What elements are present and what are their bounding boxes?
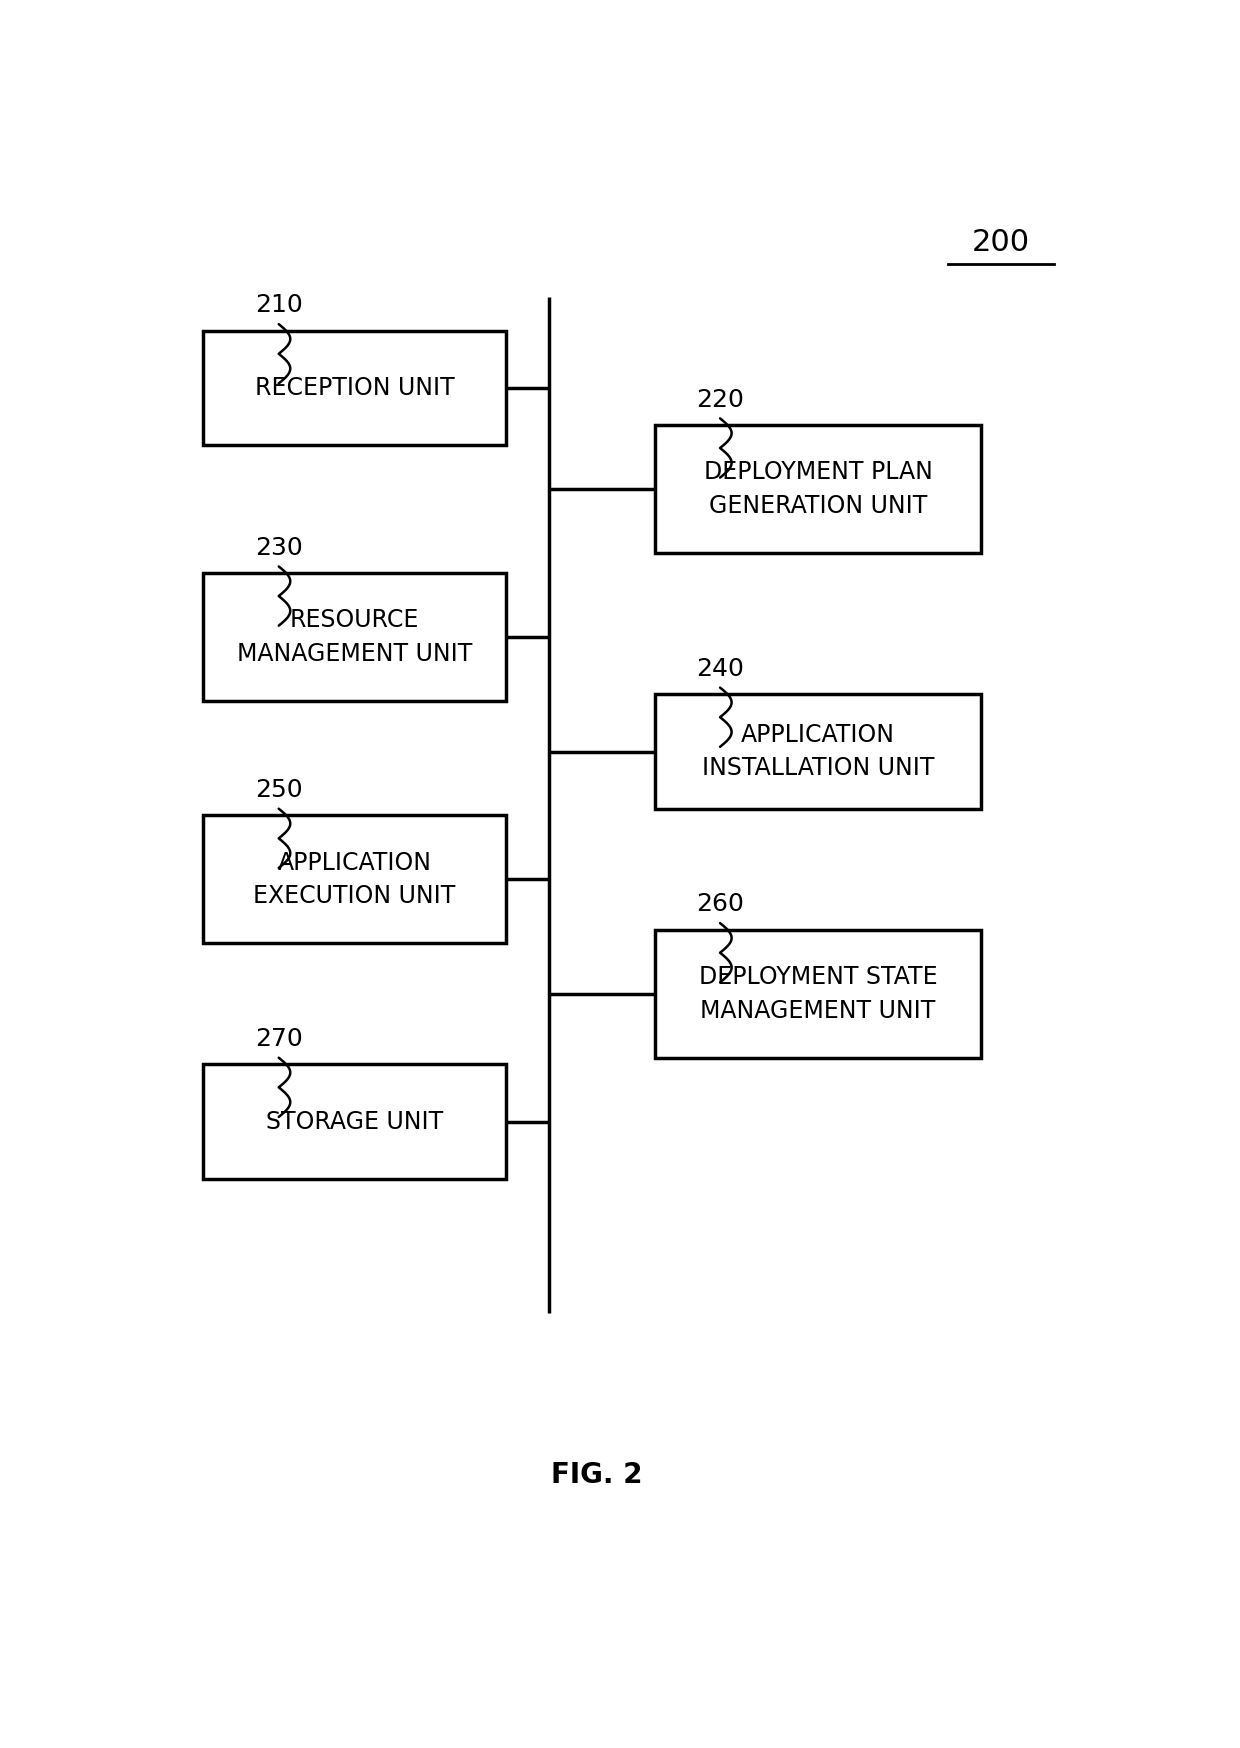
- FancyBboxPatch shape: [203, 573, 506, 701]
- Text: 210: 210: [255, 294, 303, 318]
- Text: 260: 260: [696, 893, 744, 916]
- Text: STORAGE UNIT: STORAGE UNIT: [265, 1110, 443, 1134]
- Text: APPLICATION
INSTALLATION UNIT: APPLICATION INSTALLATION UNIT: [702, 722, 935, 780]
- FancyBboxPatch shape: [203, 1065, 506, 1178]
- Text: 230: 230: [255, 535, 303, 559]
- Text: 250: 250: [255, 778, 303, 802]
- Text: 200: 200: [972, 227, 1029, 257]
- Text: 240: 240: [696, 657, 744, 680]
- FancyBboxPatch shape: [203, 815, 506, 944]
- Text: 270: 270: [255, 1028, 303, 1051]
- Text: 220: 220: [696, 388, 744, 413]
- FancyBboxPatch shape: [655, 930, 982, 1058]
- Text: FIG. 2: FIG. 2: [552, 1461, 642, 1489]
- Text: APPLICATION
EXECUTION UNIT: APPLICATION EXECUTION UNIT: [253, 851, 455, 909]
- FancyBboxPatch shape: [655, 694, 982, 809]
- FancyBboxPatch shape: [203, 330, 506, 446]
- Text: DEPLOYMENT STATE
MANAGEMENT UNIT: DEPLOYMENT STATE MANAGEMENT UNIT: [699, 965, 937, 1023]
- FancyBboxPatch shape: [655, 425, 982, 552]
- Text: RESOURCE
MANAGEMENT UNIT: RESOURCE MANAGEMENT UNIT: [237, 608, 472, 666]
- Text: DEPLOYMENT PLAN
GENERATION UNIT: DEPLOYMENT PLAN GENERATION UNIT: [703, 460, 932, 517]
- Text: RECEPTION UNIT: RECEPTION UNIT: [254, 376, 454, 400]
